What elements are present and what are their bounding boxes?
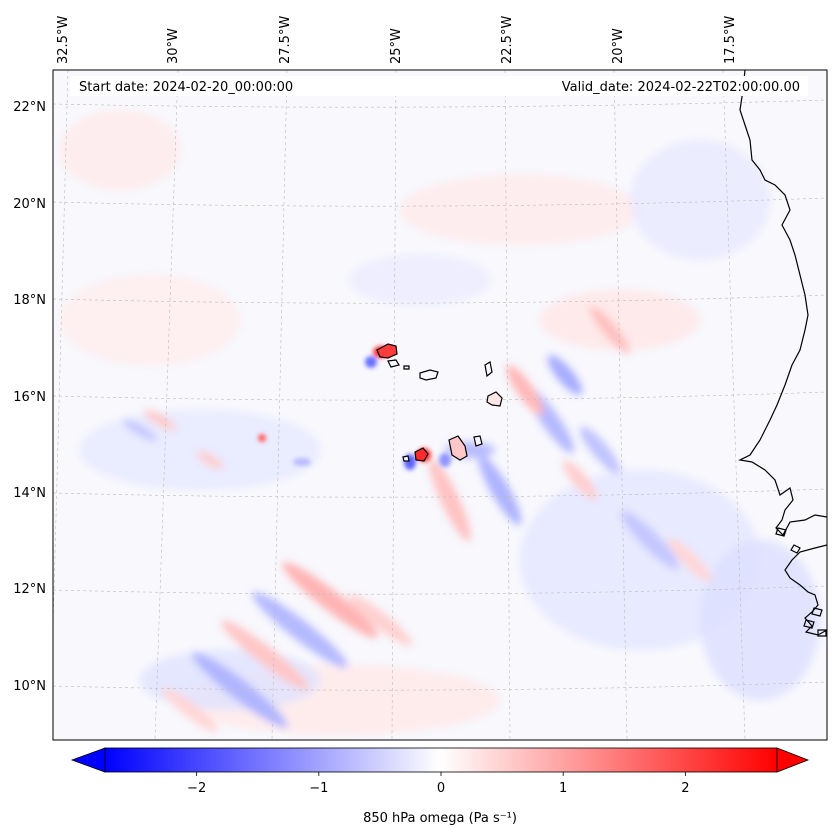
subsidence-band xyxy=(196,451,224,469)
africa-coastline xyxy=(738,70,827,536)
subsidence-band xyxy=(348,594,412,646)
lon-label-17-5w: 17.5°W xyxy=(723,16,738,64)
ascent-band xyxy=(547,355,583,395)
lon-label-27-5w: 27.5°W xyxy=(278,16,293,64)
ascent-band xyxy=(252,592,348,668)
map-frame xyxy=(52,69,828,741)
parallel xyxy=(53,197,827,207)
coastal-island xyxy=(790,544,801,554)
island-sal xyxy=(484,361,493,378)
ascent-core xyxy=(365,356,377,368)
cape-verde-islands xyxy=(376,343,503,462)
weak-subsidence-region xyxy=(400,175,640,245)
lat-label-12n: 12°N xyxy=(13,582,46,597)
island-santiago xyxy=(448,435,468,461)
lat-label-10n: 10°N xyxy=(13,679,46,694)
island-brava xyxy=(402,455,410,462)
meridian xyxy=(504,70,511,740)
subsidence-band xyxy=(221,620,309,690)
ascent-band xyxy=(579,426,621,474)
lat-label-18n: 18°N xyxy=(13,293,46,308)
subsidence-band xyxy=(162,687,218,733)
colorbar-tick-label: −1 xyxy=(309,781,328,796)
meridian xyxy=(722,70,746,740)
weak-ascent-region xyxy=(520,470,760,650)
coastal-island xyxy=(775,527,787,537)
island-maio xyxy=(473,435,483,447)
meridian xyxy=(391,70,397,740)
longitude-labels: 32.5°W 30°W 27.5°W 25°W 22.5°W 20°W 17.5… xyxy=(56,16,738,64)
meridian xyxy=(154,70,179,740)
weak-subsidence-region xyxy=(60,275,240,365)
colorbar-tick-label: 0 xyxy=(437,781,445,796)
start-date-label: Start date: 2024-02-20_00:00:00 xyxy=(79,80,293,95)
weak-ascent-region xyxy=(700,540,820,700)
colorbar: −2 −1 0 1 2 850 hPa omega (Pa s⁻¹) xyxy=(70,747,810,826)
ascent-band xyxy=(478,455,522,525)
colorbar-ticks: −2 −1 0 1 2 xyxy=(187,772,690,796)
colorbar-extend-max xyxy=(776,747,810,773)
omega-field xyxy=(60,110,820,735)
lon-label-32-5w: 32.5°W xyxy=(56,16,71,64)
colorbar-body xyxy=(104,747,778,773)
island-boa-vista xyxy=(486,391,503,407)
colorbar-label: 850 hPa omega (Pa s⁻¹) xyxy=(363,811,517,826)
weak-ascent-region xyxy=(80,410,320,490)
colorbar-tick-label: −2 xyxy=(187,781,206,796)
weak-ascent-region xyxy=(350,255,490,305)
subsidence-core xyxy=(258,434,266,442)
colorbar-extend-min xyxy=(70,747,106,773)
ascent-core xyxy=(439,453,451,467)
subsidence-band xyxy=(589,306,631,354)
parallel xyxy=(53,488,827,498)
coastal-island xyxy=(803,619,815,629)
colorbar-tick-label: 2 xyxy=(681,781,689,796)
parallel xyxy=(53,681,827,691)
ascent-band xyxy=(122,419,158,441)
lat-label-16n: 16°N xyxy=(13,390,46,405)
island-fogo xyxy=(414,447,429,462)
subsidence-band xyxy=(282,562,378,638)
meridian xyxy=(613,70,628,740)
subsidence-band xyxy=(668,538,712,582)
lat-label-14n: 14°N xyxy=(13,486,46,501)
parallel xyxy=(53,294,827,304)
valid-date-label: Valid_date: 2024-02-22T02:00:00.00 xyxy=(562,80,800,95)
weak-subsidence-region xyxy=(540,290,700,350)
ascent-band xyxy=(621,511,679,569)
lon-label-22-5w: 22.5°W xyxy=(500,16,515,64)
subsidence-band xyxy=(144,410,176,430)
coastlines xyxy=(738,70,827,637)
lon-label-20w: 20°W xyxy=(611,28,626,64)
island-sao-vicente xyxy=(387,359,400,368)
parallel xyxy=(53,585,827,595)
subsidence-band xyxy=(429,459,471,541)
ascent-band xyxy=(192,652,288,728)
ascent-core xyxy=(293,458,311,466)
subsidence-band xyxy=(563,460,597,500)
subsidence-band xyxy=(506,365,544,415)
parallel xyxy=(53,99,827,108)
latitude-labels: 22°N 20°N 18°N 16°N 14°N 12°N 10°N xyxy=(13,100,46,694)
africa-coastline xyxy=(784,544,827,636)
gridlines xyxy=(53,70,827,740)
date-info-box xyxy=(70,76,808,96)
lon-label-25w: 25°W xyxy=(389,28,404,64)
coastal-island xyxy=(811,607,823,617)
weak-ascent-region xyxy=(630,140,770,260)
coastal-island xyxy=(817,629,827,637)
island-santa-luzia xyxy=(403,365,410,370)
island-santo-antao xyxy=(376,343,398,359)
parallel xyxy=(53,391,827,401)
colorbar-tick-label: 1 xyxy=(559,781,567,796)
meridian xyxy=(271,70,288,740)
lon-label-30w: 30°W xyxy=(166,28,181,64)
map-panel xyxy=(53,70,827,740)
island-sao-nicolau xyxy=(419,369,439,381)
lat-label-22n: 22°N xyxy=(13,100,46,115)
lat-label-20n: 20°N xyxy=(13,197,46,212)
weak-subsidence-region xyxy=(60,110,180,190)
